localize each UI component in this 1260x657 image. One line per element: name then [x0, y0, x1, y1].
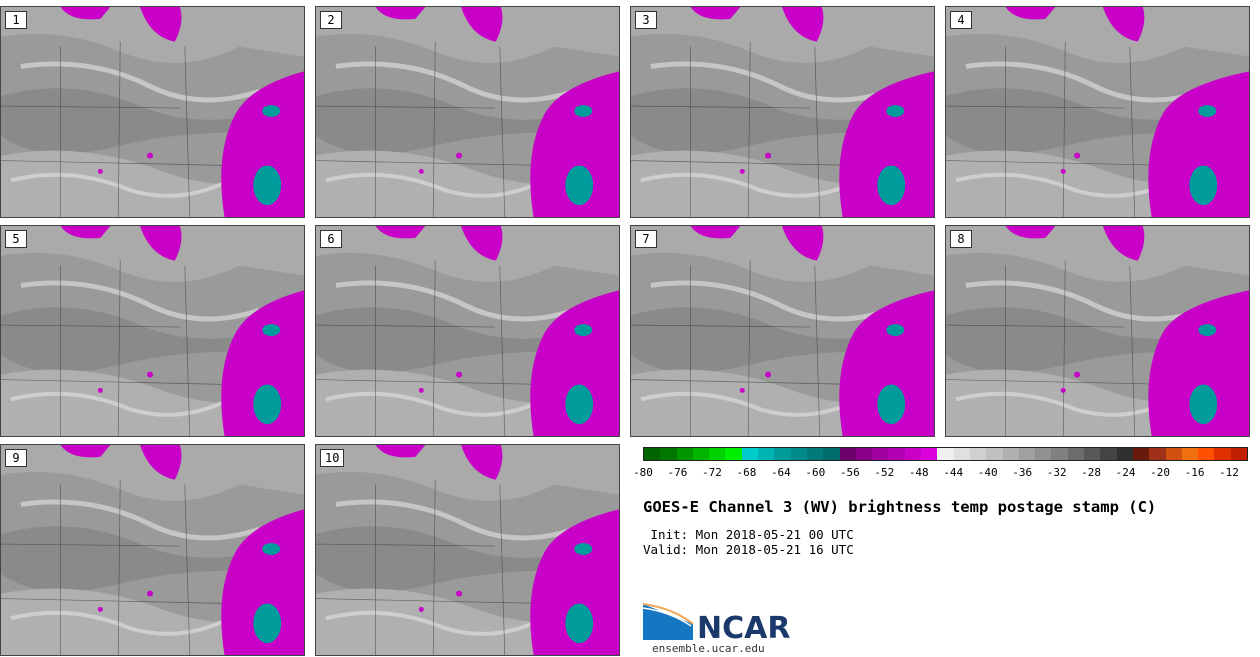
colorbar-cell [806, 448, 824, 460]
map-panel-8: 8 [945, 225, 1250, 437]
panel-label: 2 [320, 11, 342, 29]
map-panel-4: 4 [945, 6, 1250, 218]
map-panel-6: 6 [315, 225, 620, 437]
colorbar-tick-label: -64 [770, 466, 791, 479]
colorbar-cell [1198, 448, 1215, 460]
colorbar-cell [1051, 448, 1068, 460]
colorbar-tick-label: -48 [908, 466, 929, 479]
colorbar-cell [1018, 448, 1036, 460]
colorbar-cell [1181, 448, 1199, 460]
colorbar-cell [790, 448, 807, 460]
colorbar-cell [904, 448, 922, 460]
colorbar-cell [758, 448, 775, 460]
colorbar-cell [986, 448, 1003, 460]
colorbar-cell [1084, 448, 1101, 460]
colorbar-tick-label: -24 [1115, 466, 1136, 479]
water-vapor-map [946, 7, 1249, 217]
colorbar [643, 447, 1248, 461]
colorbar-tick-label: -12 [1219, 466, 1239, 479]
water-vapor-map [1, 226, 304, 436]
colorbar-tick-label: -36 [1012, 466, 1033, 479]
colorbar-cell [676, 448, 693, 460]
map-panel-10: 10 [315, 444, 620, 656]
colorbar-tick-label: -72 [702, 466, 722, 479]
colorbar-cell [872, 448, 889, 460]
panel-label: 1 [5, 11, 27, 29]
water-vapor-map [1, 7, 304, 217]
water-vapor-map [316, 226, 619, 436]
panel-label: 4 [950, 11, 972, 29]
map-panel-1: 1 [0, 6, 305, 218]
panel-label: 10 [320, 449, 345, 467]
map-panel-2: 2 [315, 6, 620, 218]
panel-label: 5 [5, 230, 27, 248]
water-vapor-map [631, 7, 934, 217]
colorbar-tick-label: -32 [1046, 466, 1067, 479]
colorbar-cell [741, 448, 759, 460]
colorbar-cell [839, 448, 856, 460]
colorbar-cell [823, 448, 840, 460]
colorbar-cell [1149, 448, 1166, 460]
colorbar-cell [1116, 448, 1133, 460]
water-vapor-map [316, 7, 619, 217]
colorbar-tick-label: -52 [874, 466, 895, 479]
colorbar-cell [1165, 448, 1182, 460]
colorbar-tick-label: -76 [667, 466, 688, 479]
colorbar-cell [1100, 448, 1117, 460]
colorbar-cell [937, 448, 954, 460]
panel-label: 3 [635, 11, 657, 29]
colorbar-tick-label: -80 [633, 466, 653, 479]
colorbar-tick-label: -68 [736, 466, 757, 479]
colorbar-cell [692, 448, 710, 460]
panel-label: 8 [950, 230, 972, 248]
colorbar-cell [1035, 448, 1052, 460]
ncar-logo-text: NCAR [697, 611, 791, 646]
colorbar-tick-label: -40 [977, 466, 998, 479]
colorbar-cell [774, 448, 791, 460]
colorbar-tick-label: -44 [943, 466, 964, 479]
figure-title: GOES-E Channel 3 (WV) brightness temp po… [643, 498, 1157, 516]
colorbar-cell [888, 448, 905, 460]
colorbar-cell [644, 448, 661, 460]
colorbar-cell [1214, 448, 1231, 460]
colorbar-tick-label: -16 [1184, 466, 1205, 479]
colorbar-cell [1067, 448, 1085, 460]
panel-label: 6 [320, 230, 342, 248]
colorbar-cell [1132, 448, 1150, 460]
colorbar-cell [953, 448, 970, 460]
colorbar-cell [921, 448, 938, 460]
colorbar-cell [1230, 448, 1247, 460]
colorbar-cell [660, 448, 677, 460]
colorbar-tick-label: -20 [1150, 466, 1170, 479]
panel-label: 9 [5, 449, 27, 467]
colorbar-tick-label: -60 [805, 466, 826, 479]
water-vapor-map [631, 226, 934, 436]
map-panel-9: 9 [0, 444, 305, 656]
colorbar-cell [725, 448, 742, 460]
panel-label: 7 [635, 230, 657, 248]
ncar-logo-icon [643, 603, 694, 640]
ensemble-url: ensemble.ucar.edu [652, 642, 765, 655]
water-vapor-map [1, 445, 304, 655]
colorbar-cell [855, 448, 873, 460]
valid-time: Valid: Mon 2018-05-21 16 UTC [643, 542, 854, 557]
colorbar-tick-label: -56 [839, 466, 860, 479]
map-panel-3: 3 [630, 6, 935, 218]
colorbar-cell [1002, 448, 1019, 460]
colorbar-tick-label: -28 [1081, 466, 1102, 479]
colorbar-ticks: -80 -76 -72 -68 -64 -60 -56 -52 -48 -44 -40 -36 -32 -… [633, 466, 1248, 482]
water-vapor-map [316, 445, 619, 655]
colorbar-cell [969, 448, 987, 460]
init-time: Init: Mon 2018-05-21 00 UTC [643, 527, 854, 542]
colorbar-cell [709, 448, 726, 460]
water-vapor-map [946, 226, 1249, 436]
map-panel-5: 5 [0, 225, 305, 437]
map-panel-7: 7 [630, 225, 935, 437]
